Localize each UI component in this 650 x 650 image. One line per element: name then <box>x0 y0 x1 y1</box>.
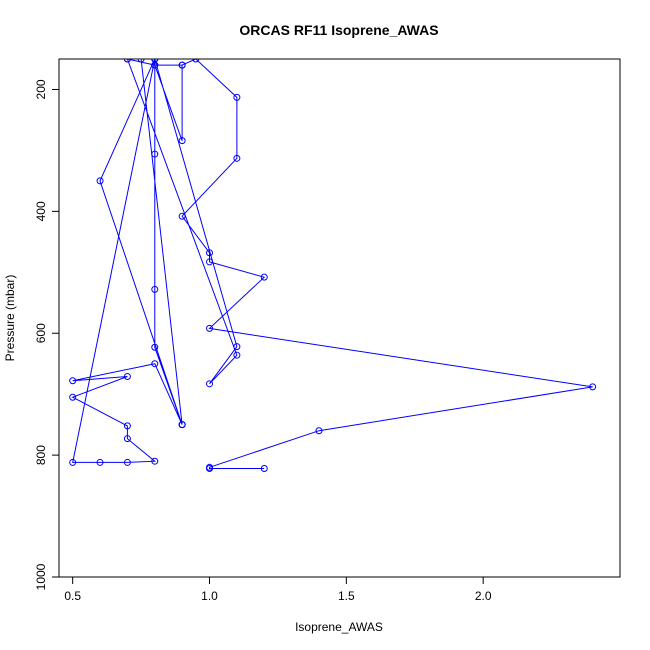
data-point <box>123 435 131 443</box>
data-point <box>151 150 159 158</box>
data-point <box>206 463 214 471</box>
data-point <box>206 324 214 332</box>
data-point <box>233 93 241 101</box>
data-point <box>123 373 131 381</box>
x-tick-label: 2.0 <box>475 589 492 603</box>
series-line <box>71 59 593 469</box>
data-point <box>69 393 77 401</box>
y-tick-label: 800 <box>34 445 48 465</box>
data-point <box>151 457 159 465</box>
plot-area <box>58 58 621 578</box>
data-point <box>260 465 268 473</box>
data-point <box>192 59 200 63</box>
data-point <box>123 422 131 430</box>
x-tick-label: 1.5 <box>338 589 355 603</box>
data-point <box>206 258 214 266</box>
data-point <box>206 249 214 257</box>
data-point <box>233 351 241 359</box>
y-tick-label: 400 <box>34 201 48 221</box>
data-point <box>178 212 186 220</box>
data-point <box>137 59 145 63</box>
data-point <box>589 383 597 391</box>
data-point <box>96 177 104 185</box>
data-point <box>178 421 186 429</box>
data-point <box>151 59 159 63</box>
data-point <box>151 360 159 368</box>
chart-title: ORCAS RF11 Isoprene_AWAS <box>239 22 438 38</box>
y-axis-label: Pressure (mbar) <box>3 275 17 362</box>
data-point <box>151 285 159 293</box>
data-point <box>233 154 241 162</box>
y-axis: 200 400 600 800 1000 <box>34 79 59 590</box>
x-axis: 0.5 1.0 1.5 2.0 <box>64 577 492 603</box>
data-point <box>69 377 77 385</box>
data-point <box>69 458 77 466</box>
data-point <box>123 458 131 466</box>
data-point <box>151 343 159 351</box>
y-tick-label: 200 <box>34 79 48 99</box>
data-point <box>178 137 186 145</box>
data-point <box>315 427 323 435</box>
x-tick-label: 0.5 <box>64 589 81 603</box>
x-tick-label: 1.0 <box>201 589 218 603</box>
y-tick-label: 1000 <box>34 563 48 590</box>
y-tick-label: 600 <box>34 323 48 343</box>
data-point <box>260 273 268 281</box>
series-group <box>69 59 597 473</box>
data-point <box>233 343 241 351</box>
data-point <box>123 59 131 63</box>
data-point <box>96 458 104 466</box>
data-point <box>178 61 186 69</box>
data-point <box>206 380 214 388</box>
x-axis-label: Isoprene_AWAS <box>295 620 383 634</box>
